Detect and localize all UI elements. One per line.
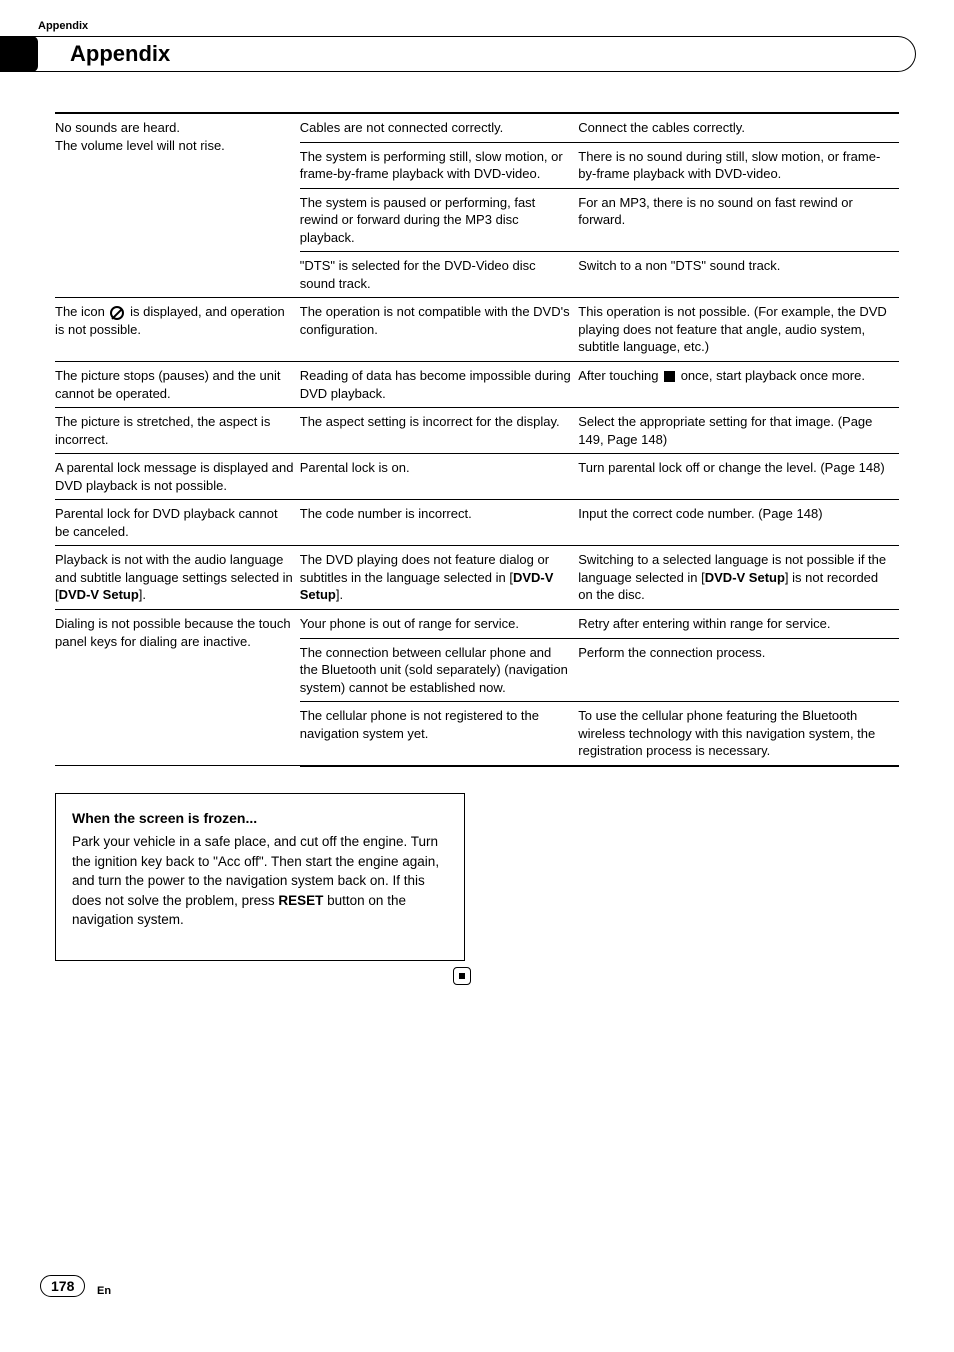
symptom-cell: Playback is not with the audio language …	[55, 546, 300, 610]
content: No sounds are heard. The volume level wi…	[0, 72, 954, 1005]
action-cell: Input the correct code number. (Page 148…	[578, 500, 899, 546]
symptom-cell: No sounds are heard. The volume level wi…	[55, 113, 300, 298]
cause-cell: The aspect setting is incorrect for the …	[300, 408, 579, 454]
action-cell: Select the appropriate setting for that …	[578, 408, 899, 454]
footer: 178 En	[0, 1265, 954, 1317]
page-title: Appendix	[70, 41, 170, 67]
cause-cell: "DTS" is selected for the DVD-Video disc…	[300, 252, 579, 298]
action-cell: For an MP3, there is no sound on fast re…	[578, 188, 899, 252]
action-cell: Switch to a non "DTS" sound track.	[578, 252, 899, 298]
cause-cell: The cellular phone is not registered to …	[300, 702, 579, 766]
note-box: When the screen is frozen... Park your v…	[55, 793, 465, 961]
symptom-cell: The picture stops (pauses) and the unit …	[55, 362, 300, 408]
action-text-pre: After touching	[578, 368, 662, 383]
cause-cell: Parental lock is on.	[300, 454, 579, 500]
symptom-cell: Parental lock for DVD playback cannot be…	[55, 500, 300, 546]
lang-label: En	[97, 1285, 111, 1297]
end-mark-icon	[453, 967, 471, 985]
symptom-cell: A parental lock message is displayed and…	[55, 454, 300, 500]
prohibit-icon	[110, 306, 124, 320]
note-body: Park your vehicle in a safe place, and c…	[72, 832, 448, 930]
action-cell: Connect the cables correctly.	[578, 113, 899, 142]
cause-cell: The operation is not compatible with the…	[300, 298, 579, 362]
symptom-text-pre: The icon	[55, 304, 108, 319]
cause-cell: The system is paused or performing, fast…	[300, 188, 579, 252]
black-tab	[0, 36, 38, 72]
cause-cell: The DVD playing does not feature dialog …	[300, 546, 579, 610]
page-number: 178	[40, 1275, 85, 1297]
action-cell: Retry after entering within range for se…	[578, 610, 899, 639]
symptom-cell: The icon is displayed, and operation is …	[55, 298, 300, 362]
breadcrumb: Appendix	[0, 0, 954, 36]
action-cell: To use the cellular phone featuring the …	[578, 702, 899, 766]
cause-cell: The connection between cellular phone an…	[300, 638, 579, 702]
cause-cell: Cables are not connected correctly.	[300, 113, 579, 142]
symptom-cell: Dialing is not possible because the touc…	[55, 610, 300, 766]
stop-icon	[664, 371, 675, 382]
action-cell: Turn parental lock off or change the lev…	[578, 454, 899, 500]
action-cell: There is no sound during still, slow mot…	[578, 142, 899, 188]
troubleshoot-table: No sounds are heard. The volume level wi…	[55, 112, 899, 767]
action-cell: Switching to a selected language is not …	[578, 546, 899, 610]
cause-cell: Your phone is out of range for service.	[300, 610, 579, 639]
header-bar: Appendix	[0, 36, 916, 72]
cause-cell: The code number is incorrect.	[300, 500, 579, 546]
action-cell: After touching once, start playback once…	[578, 362, 899, 408]
action-cell: This operation is not possible. (For exa…	[578, 298, 899, 362]
action-cell: Perform the connection process.	[578, 638, 899, 702]
cause-cell: The system is performing still, slow mot…	[300, 142, 579, 188]
action-text-post: once, start playback once more.	[677, 368, 865, 383]
symptom-cell: The picture is stretched, the aspect is …	[55, 408, 300, 454]
note-title: When the screen is frozen...	[72, 808, 448, 828]
cause-cell: Reading of data has become impossible du…	[300, 362, 579, 408]
